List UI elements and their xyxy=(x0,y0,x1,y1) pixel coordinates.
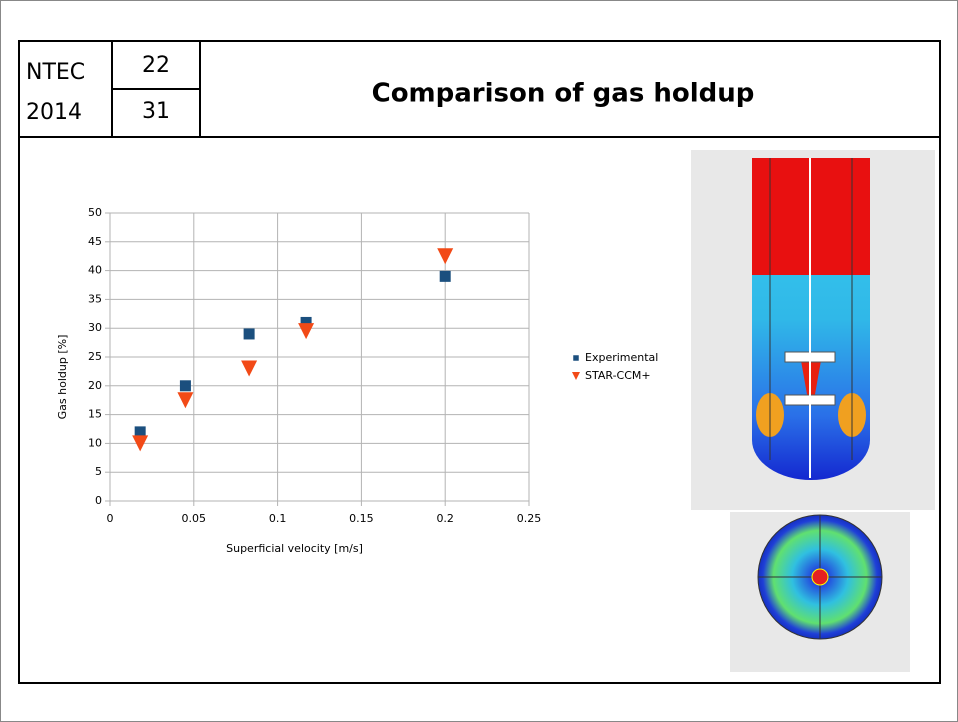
data-point xyxy=(180,380,191,391)
x-tick-label: 0.05 xyxy=(182,512,207,525)
y-tick-label: 25 xyxy=(88,350,102,363)
slide: NTEC 2014 22 31 Comparison of gas holdup… xyxy=(0,0,958,722)
data-point xyxy=(177,392,193,408)
cfd-side-view xyxy=(691,150,935,510)
slide-total: 31 xyxy=(142,99,170,124)
y-tick-label: 45 xyxy=(88,235,102,248)
year: 2014 xyxy=(26,100,82,125)
slide-title: Comparison of gas holdup xyxy=(372,79,755,109)
slide-canvas: NTEC 2014 22 31 Comparison of gas holdup… xyxy=(0,0,958,722)
legend-marker xyxy=(573,355,579,361)
data-point xyxy=(437,248,453,264)
y-tick-label: 35 xyxy=(88,292,102,305)
x-tick-label: 0.1 xyxy=(269,512,287,525)
slide-number: 22 xyxy=(142,53,170,78)
x-axis-label: Superficial velocity [m/s] xyxy=(226,542,363,555)
y-tick-label: 0 xyxy=(95,494,102,507)
data-point xyxy=(298,323,314,339)
y-tick-label: 30 xyxy=(88,321,102,334)
data-point xyxy=(244,328,255,339)
y-tick-label: 5 xyxy=(95,465,102,478)
cfd-top-view xyxy=(730,512,910,672)
x-tick-label: 0.25 xyxy=(517,512,542,525)
y-axis-label: Gas holdup [%] xyxy=(56,335,69,420)
y-tick-label: 40 xyxy=(88,264,102,277)
y-tick-label: 10 xyxy=(88,436,102,449)
y-tick-label: 15 xyxy=(88,408,102,421)
legend-marker xyxy=(572,372,580,380)
data-point xyxy=(440,271,451,282)
chart: 0 5 10 15 20 25 30 35 40 45 50 0 0.05 0.1 0.15 0.2 0.25 S… xyxy=(56,206,658,555)
data-point xyxy=(241,361,257,377)
y-tick-label: 50 xyxy=(88,206,102,219)
x-tick-label: 0.15 xyxy=(349,512,374,525)
event: NTEC xyxy=(26,60,85,85)
legend-label: Experimental xyxy=(585,351,658,364)
legend-label: STAR-CCM+ xyxy=(585,369,651,382)
y-tick-label: 20 xyxy=(88,379,102,392)
x-tick-label: 0.2 xyxy=(436,512,454,525)
x-tick-label: 0 xyxy=(107,512,114,525)
